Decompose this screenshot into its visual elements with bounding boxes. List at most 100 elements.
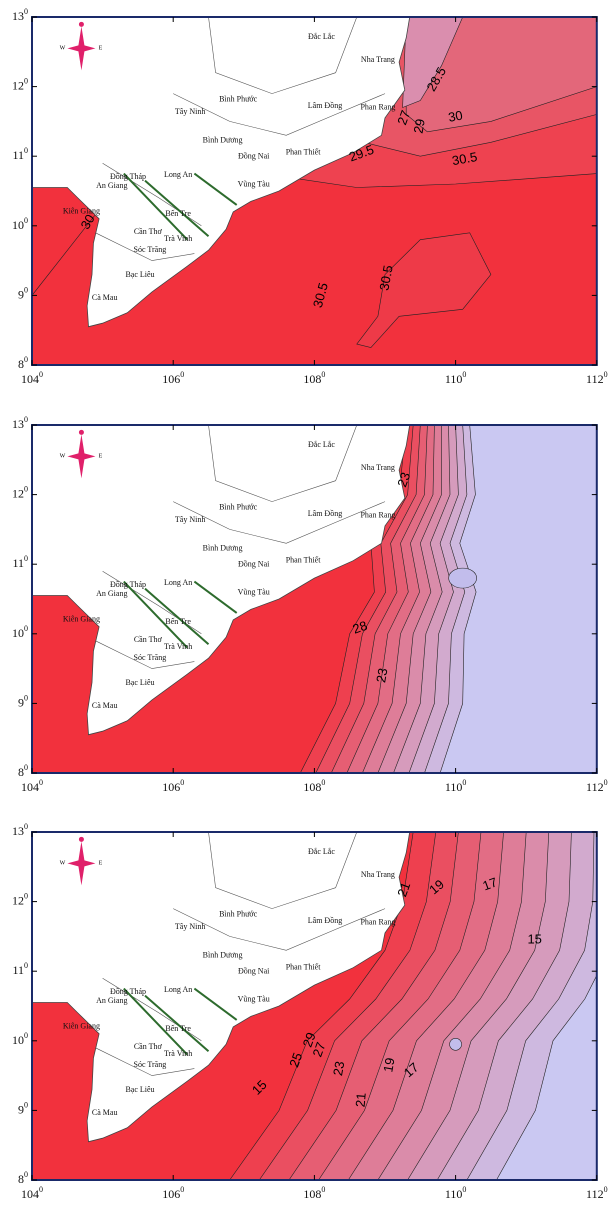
tick-value: 9 xyxy=(18,1102,24,1116)
tick-value: 108 xyxy=(303,1187,321,1201)
map-body: Đắc Lắc Nha Trang Bình Phước Lâm Đồng Phan R… xyxy=(32,17,597,365)
place-label: Phan Rang xyxy=(360,917,395,926)
x-tick-label: 1120 xyxy=(586,370,608,386)
contour-label: 15 xyxy=(527,931,541,946)
contour-label: 21 xyxy=(353,1092,369,1108)
place-label: Đắc Lắc xyxy=(308,32,335,41)
contour-label: 30.5 xyxy=(310,281,331,309)
tick-value: 8 xyxy=(18,765,24,779)
province-border xyxy=(173,93,386,136)
place-label: Phan Thiết xyxy=(286,556,322,565)
place-label: Sóc Trăng xyxy=(134,1060,167,1069)
x-tick-label: 1060 xyxy=(162,370,184,386)
degree-mark: 0 xyxy=(24,822,28,831)
degree-mark: 0 xyxy=(24,1100,28,1109)
place-label: Đồng Nai xyxy=(238,152,270,161)
place-label: Phan Thiết xyxy=(286,148,322,157)
degree-mark: 0 xyxy=(604,1185,608,1194)
place-label: Bình Dương xyxy=(203,951,243,960)
place-label: Cần Thơ xyxy=(134,1042,163,1051)
degree-mark: 0 xyxy=(39,370,43,379)
compass-dot xyxy=(78,429,84,435)
place-label: Đắc Lắc xyxy=(308,440,335,449)
place-label: Bình Phước xyxy=(219,95,258,104)
tick-value: 110 xyxy=(445,1187,463,1201)
degree-mark: 0 xyxy=(462,1185,466,1194)
contour-label: 27 xyxy=(310,1040,329,1059)
contour-zone xyxy=(356,232,492,348)
degree-mark: 0 xyxy=(180,370,184,379)
place-label: Vũng Tàu xyxy=(238,180,270,189)
place-label: Nha Trang xyxy=(361,55,395,64)
tick-value: 104 xyxy=(21,1187,39,1201)
place-label: An Giang xyxy=(96,181,127,190)
place-label: Trà Vinh xyxy=(164,642,192,651)
degree-mark: 0 xyxy=(24,1031,28,1040)
tick-value: 10 xyxy=(12,1033,24,1047)
degree-mark: 0 xyxy=(24,624,28,633)
x-tick-label: 1060 xyxy=(162,778,184,794)
y-tick-label: 120 xyxy=(12,76,28,92)
place-label: Đồng Nai xyxy=(238,967,270,976)
degree-mark: 0 xyxy=(462,370,466,379)
contour-label: 23 xyxy=(394,470,413,489)
x-tick-label: 1100 xyxy=(445,778,467,794)
degree-mark: 0 xyxy=(604,778,608,787)
compass-rose xyxy=(67,434,96,479)
place-label: Bến Tre xyxy=(165,617,191,626)
place-label: Long An xyxy=(164,170,192,179)
degree-mark: 0 xyxy=(24,76,28,85)
compass-letter: W xyxy=(60,46,66,52)
degree-mark: 0 xyxy=(321,1185,325,1194)
place-label: Kiên Giang xyxy=(63,207,100,216)
degree-mark: 0 xyxy=(24,961,28,970)
place-label: Phan Rang xyxy=(360,102,395,111)
province-border xyxy=(208,832,358,909)
y-tick-label: 110 xyxy=(12,146,28,162)
compass-letter: E xyxy=(99,46,103,52)
degree-mark: 0 xyxy=(39,778,43,787)
place-label: Đồng Nai xyxy=(238,560,270,569)
degree-mark: 0 xyxy=(24,484,28,493)
place-label: Cần Thơ xyxy=(134,635,163,644)
degree-mark: 0 xyxy=(24,216,28,225)
map-body: Đắc Lắc Nha Trang Bình Phước Lâm Đồng Phan R… xyxy=(32,832,597,1180)
contour-label: 30.5 xyxy=(376,264,395,292)
contour-label: 27 xyxy=(394,108,413,127)
tick-value: 12 xyxy=(12,78,24,92)
tick-value: 10 xyxy=(12,626,24,640)
tick-value: 110 xyxy=(445,372,463,386)
y-tick-label: 80 xyxy=(18,355,28,371)
x-tick-label: 1120 xyxy=(586,1185,608,1201)
place-label: Trà Vinh xyxy=(164,234,192,243)
compass-letter: E xyxy=(99,861,103,867)
land xyxy=(32,17,411,328)
province-border xyxy=(95,232,195,261)
map-body: Đắc Lắc Nha Trang Bình Phước Lâm Đồng Phan R… xyxy=(32,425,597,773)
place-label: Bình Phước xyxy=(219,910,258,919)
place-label: Đắc Lắc xyxy=(308,847,335,856)
x-tick-label: 1080 xyxy=(303,370,325,386)
y-tick-label: 100 xyxy=(12,1031,28,1047)
compass-rose xyxy=(67,26,96,71)
degree-mark: 0 xyxy=(462,778,466,787)
y-tick-label: 120 xyxy=(12,891,28,907)
y-tick-label: 130 xyxy=(12,7,28,23)
place-label: Trà Vinh xyxy=(164,1049,192,1058)
place-label: Tây Ninh xyxy=(175,107,205,116)
degree-mark: 0 xyxy=(24,415,28,424)
province-border xyxy=(208,17,358,94)
tick-value: 104 xyxy=(21,780,39,794)
province-border xyxy=(95,640,195,669)
degree-mark: 0 xyxy=(24,355,28,364)
degree-mark: 0 xyxy=(39,1185,43,1194)
place-label: Nha Trang xyxy=(361,463,395,472)
degree-mark: 0 xyxy=(180,778,184,787)
place-label: Cà Mau xyxy=(92,701,118,710)
y-tick-label: 130 xyxy=(12,822,28,838)
degree-mark: 0 xyxy=(24,554,28,563)
degree-mark: 0 xyxy=(180,1185,184,1194)
place-label: Đồng Tháp xyxy=(110,580,146,589)
y-tick-label: 120 xyxy=(12,484,28,500)
